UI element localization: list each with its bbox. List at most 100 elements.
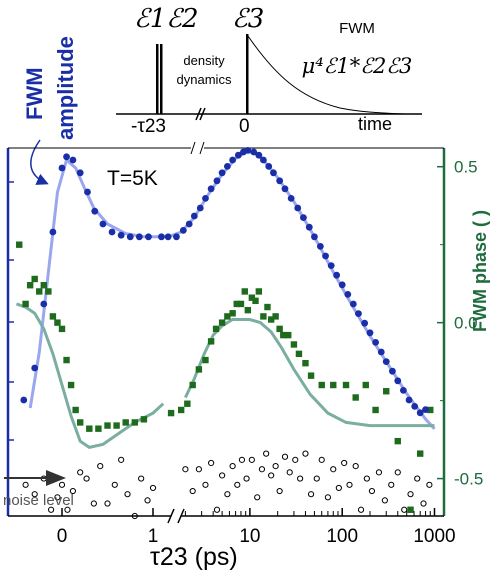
amplitude-point: [361, 319, 369, 327]
noise-point: [195, 466, 202, 473]
noise-point: [90, 500, 97, 507]
amplitude-point: [213, 177, 221, 185]
amplitude-point: [207, 185, 215, 193]
noise-point: [149, 484, 157, 492]
amplitude-point: [394, 377, 402, 385]
amplitude-point: [229, 156, 237, 164]
noise-point: [375, 469, 383, 476]
noise-point: [414, 475, 421, 482]
phase-point: [36, 288, 43, 295]
noise-point: [302, 450, 309, 457]
bottom-axis-break-2: [177, 508, 185, 524]
bottom-axis-break-1: [167, 508, 175, 524]
right-tick-label: 0.5: [454, 158, 478, 177]
noise-point: [208, 459, 215, 467]
amplitude-fit-curve: [28, 150, 436, 430]
amplitude-point: [411, 403, 419, 410]
noise-point: [368, 487, 376, 495]
pulse-e3: [246, 34, 249, 114]
amplitude-point: [349, 300, 357, 308]
phase-point: [248, 294, 256, 301]
amplitude-point: [158, 233, 165, 241]
noise-point: [324, 494, 332, 501]
noise-point: [286, 469, 293, 476]
amplitude-point: [316, 243, 324, 250]
phase-point: [290, 341, 298, 348]
amplitude-point: [223, 163, 231, 170]
phase-point: [202, 356, 209, 364]
amplitude-point: [63, 153, 70, 161]
density-label: density: [183, 53, 225, 68]
amplitude-point: [49, 228, 57, 236]
fit-curves: [16, 150, 436, 450]
amplitude-point: [377, 348, 385, 356]
phase-point: [40, 282, 47, 289]
noise-point: [238, 456, 246, 463]
noise-point: [276, 487, 283, 495]
amplitude-point: [196, 204, 204, 212]
noise-point: [248, 456, 255, 463]
phase-point: [177, 406, 185, 414]
phase-point: [276, 325, 283, 333]
phase-point: [77, 419, 84, 426]
amplitude-point: [372, 339, 379, 346]
noise-point: [97, 463, 104, 470]
noise-point: [394, 469, 401, 476]
noise-level-indicator: noise level: [3, 470, 74, 509]
noise-point: [381, 497, 388, 504]
amplitude-point: [344, 291, 352, 298]
top-axis-break-1: [190, 141, 196, 155]
phase-point: [167, 409, 175, 417]
phase-point: [26, 282, 34, 289]
noise-point: [272, 463, 279, 470]
noise-point: [22, 481, 29, 488]
noise-point: [124, 491, 131, 498]
noise-point: [254, 494, 261, 501]
phase-point: [372, 406, 379, 414]
phase-point: [140, 416, 148, 423]
right-tick-label: -0.5: [454, 470, 483, 489]
phase-point: [189, 381, 196, 389]
amplitude-point: [300, 214, 307, 222]
noise-point: [352, 463, 359, 470]
amplitude-point: [366, 329, 374, 337]
noise-point: [77, 469, 84, 476]
amplitude-point: [305, 223, 313, 231]
schematic-time-label: time: [358, 114, 392, 134]
temperature-annotation: T=5K: [107, 167, 158, 190]
noise-level-label: noise level: [3, 492, 74, 509]
phase-point: [49, 313, 57, 320]
noise-point: [388, 481, 395, 488]
pulse-schematic: ℰ1ℰ2 ℰ3 density dynamics FWM μ⁴ℰ1*ℰ2ℰ3 -…: [116, 4, 422, 137]
noise-point: [213, 506, 221, 513]
phase-point: [218, 319, 226, 326]
noise-point: [401, 506, 408, 513]
phase-point: [104, 422, 111, 429]
phase-point: [195, 366, 203, 373]
phase-point: [122, 419, 129, 426]
phase-point: [237, 300, 245, 308]
schematic-tick-zero: 0: [239, 116, 250, 137]
x-tick-label: 0: [57, 526, 68, 547]
phase-point: [212, 325, 220, 333]
phase-point: [233, 300, 240, 308]
phase-point: [318, 381, 325, 389]
noise-point: [224, 491, 231, 498]
amplitude-point: [58, 164, 66, 172]
phase-point: [45, 288, 52, 295]
schematic-fwm-formula: μ⁴ℰ1*ℰ2ℰ3: [302, 54, 413, 78]
amplitude-point: [422, 406, 429, 413]
amplitude-point: [202, 195, 209, 202]
phase-point: [184, 400, 191, 407]
phase-point: [280, 331, 287, 339]
amplitude-point: [135, 233, 143, 241]
phase-point: [342, 381, 350, 389]
phase-point: [63, 356, 70, 364]
x-tick-label: 1000: [413, 526, 455, 547]
amplitude-point: [84, 188, 91, 196]
amplitude-point: [270, 169, 277, 177]
noise-point: [268, 472, 275, 479]
plot-frame: [6, 141, 446, 524]
phase-point: [241, 288, 248, 295]
top-axis-break-2: [199, 141, 205, 155]
